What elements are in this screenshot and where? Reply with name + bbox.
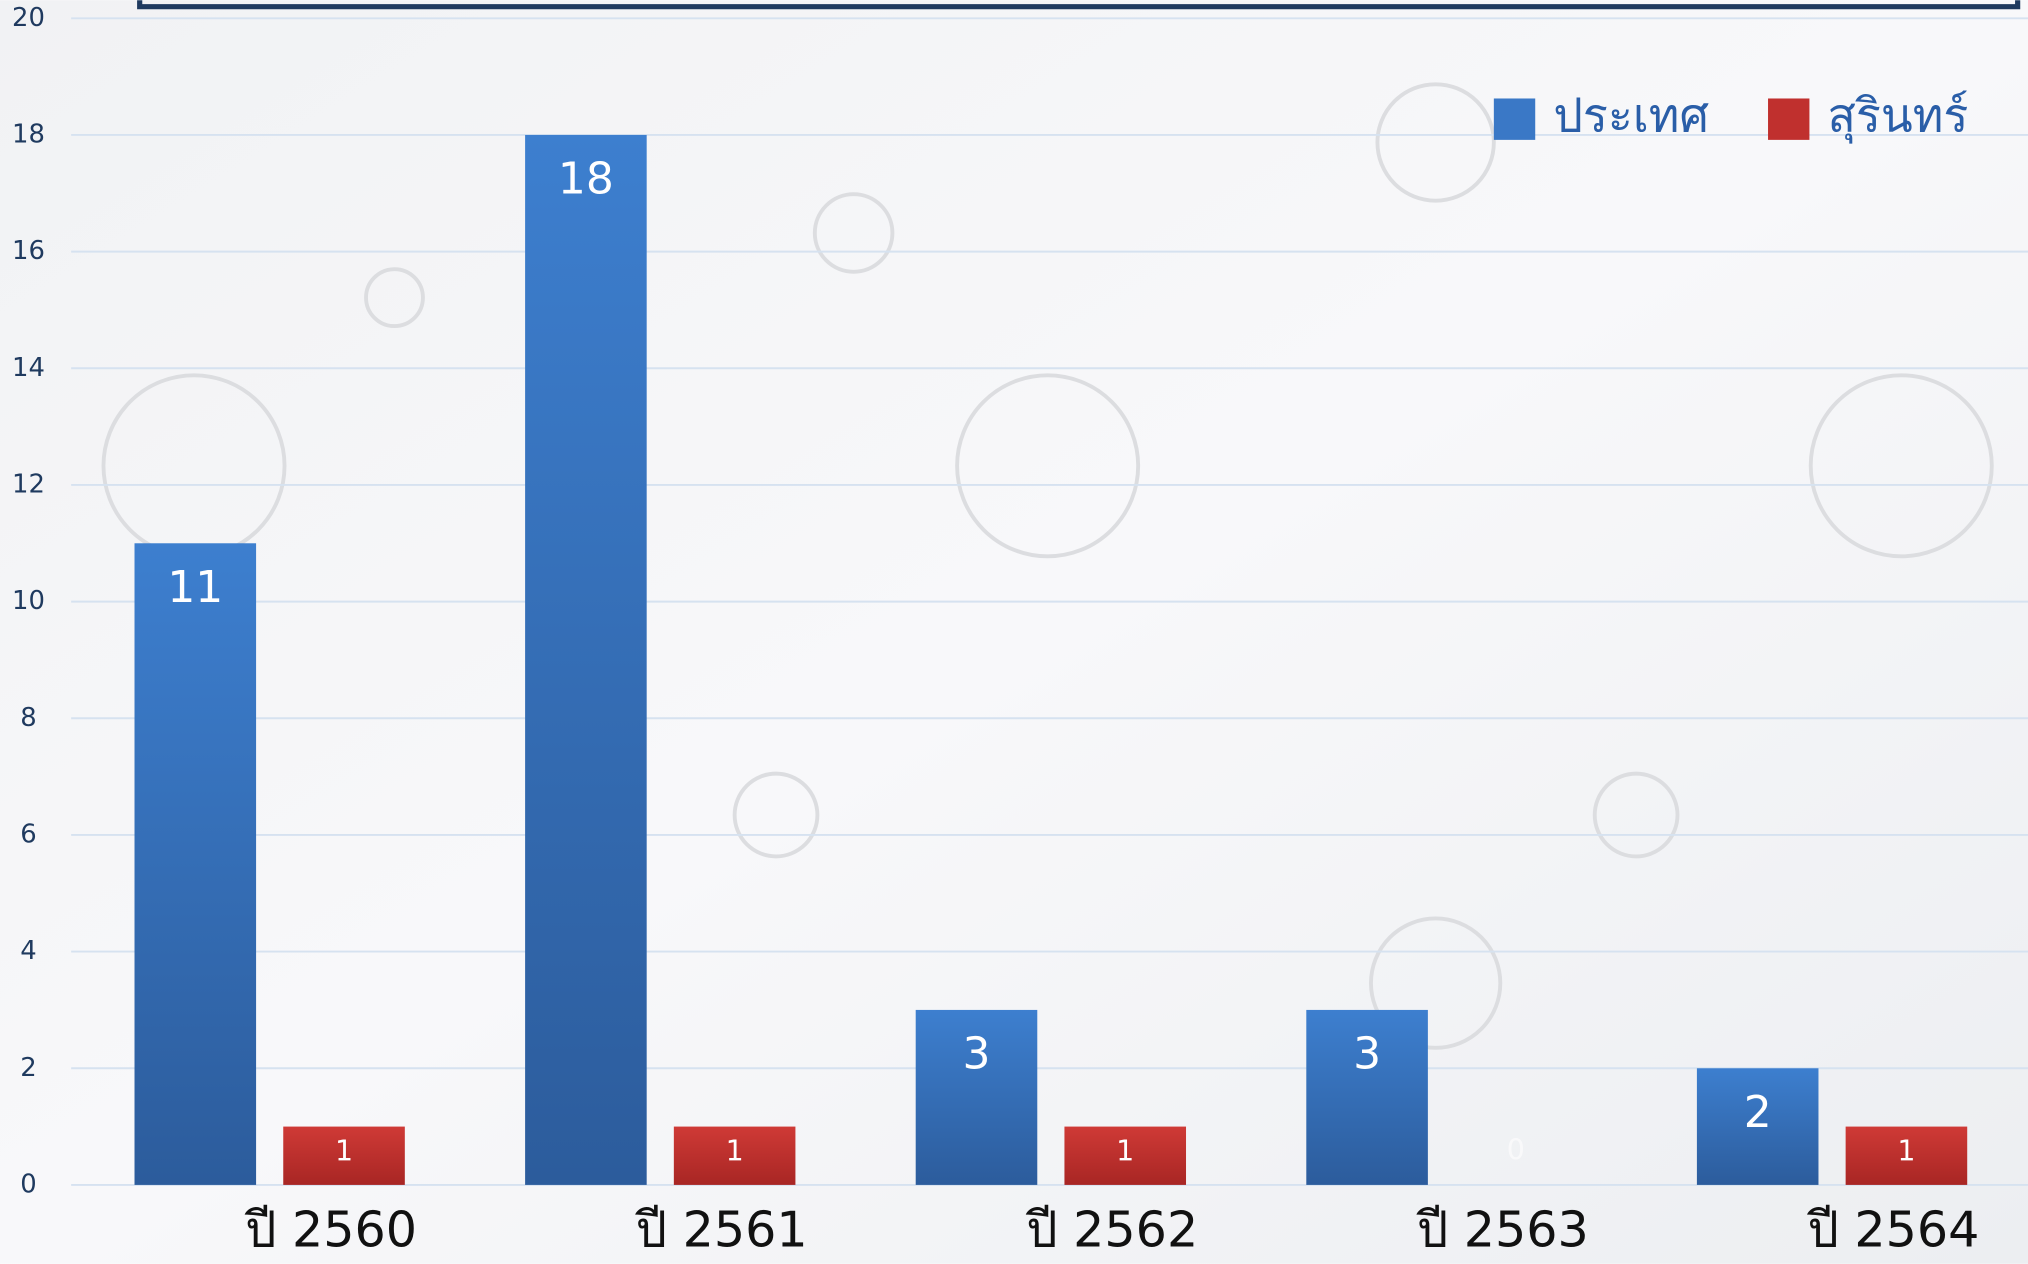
bar (1306, 1009, 1428, 1185)
x-tick-label: ปี 2562 (1026, 1200, 1198, 1258)
legend-label: ประเทศ (1553, 89, 1709, 143)
legend-label: สุรินทร์ (1828, 89, 1969, 145)
x-tick-label: ปี 2564 (1807, 1200, 1979, 1258)
x-tick-label: ปี 2563 (1416, 1200, 1588, 1258)
value-label: 18 (558, 154, 614, 205)
value-label: 2 (1744, 1087, 1772, 1138)
value-label: 0 (1507, 1133, 1525, 1166)
value-label: 1 (1116, 1134, 1134, 1167)
value-label: 1 (726, 1134, 744, 1167)
value-label: 3 (1353, 1028, 1381, 1079)
y-tick-label: 12 (12, 469, 45, 499)
y-tick-label: 16 (12, 236, 45, 266)
value-label: 11 (167, 562, 223, 613)
x-tick-label: ปี 2560 (245, 1200, 417, 1258)
bar (1064, 1126, 1187, 1185)
y-tick-label: 2 (20, 1053, 36, 1083)
y-tick-label: 6 (20, 819, 36, 849)
bar (1845, 1126, 1968, 1185)
bar (915, 1009, 1038, 1185)
bar (525, 134, 647, 1185)
legend-swatch (1768, 98, 1810, 140)
y-tick-label: 18 (12, 119, 45, 149)
decoration (101, 82, 1994, 1050)
y-tick-label: 0 (20, 1169, 36, 1199)
legend-swatch (1493, 98, 1536, 140)
value-label: 1 (335, 1134, 353, 1167)
bar (134, 543, 257, 1185)
y-tick-label: 14 (12, 353, 45, 383)
y-tick-label: 8 (20, 703, 36, 733)
bar (673, 1126, 796, 1185)
y-tick-label: 20 (12, 3, 45, 33)
value-label: 3 (963, 1028, 991, 1079)
y-tick-label: 4 (20, 936, 36, 966)
y-tick-label: 10 (12, 586, 45, 616)
x-tick-label: ปี 2561 (635, 1200, 807, 1258)
bar (283, 1126, 405, 1185)
bar (1696, 1068, 1819, 1185)
value-label: 1 (1897, 1134, 1915, 1167)
frame-edge (137, 0, 2021, 10)
